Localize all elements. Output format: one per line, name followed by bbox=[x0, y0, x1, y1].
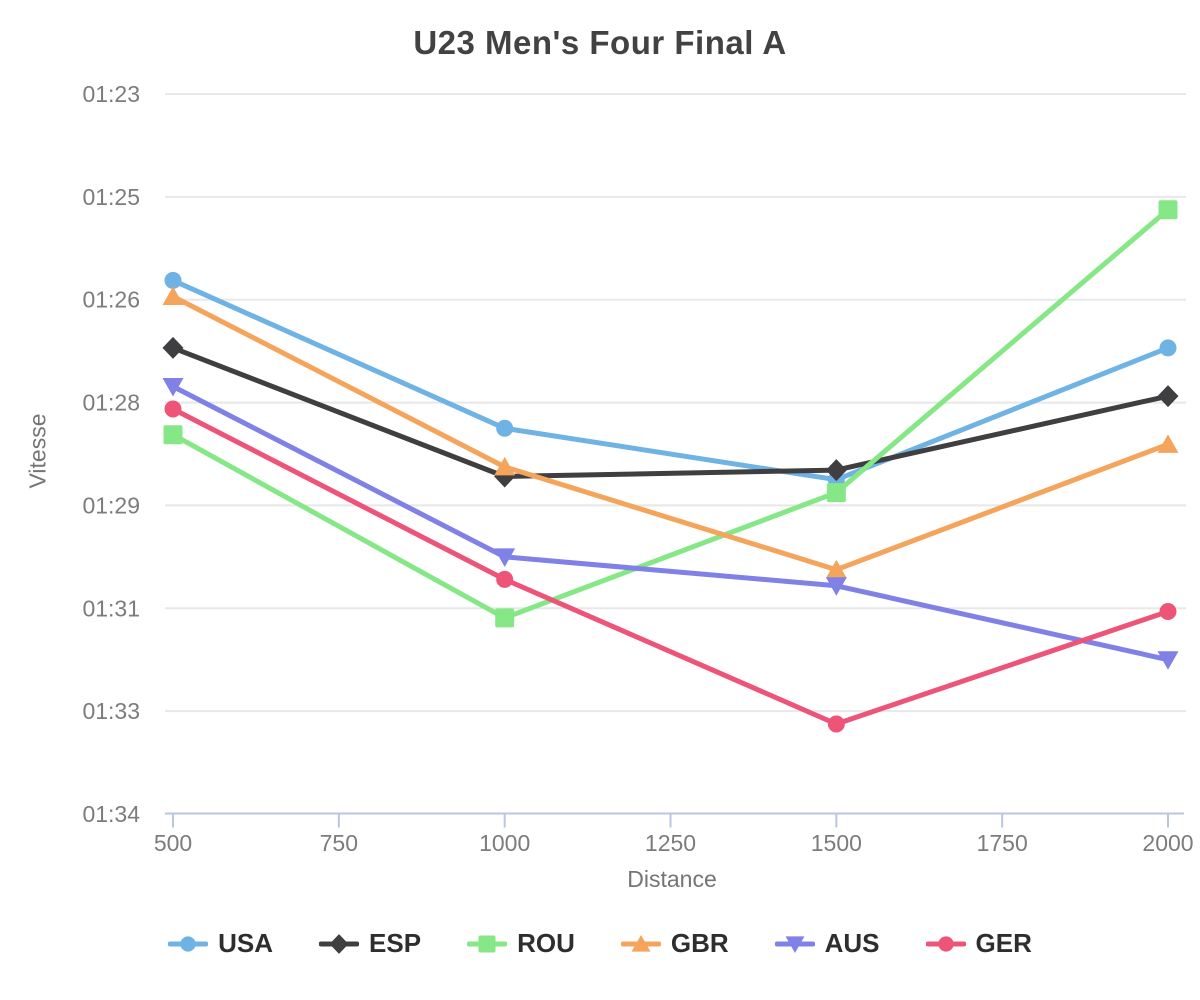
x-tick-label-1000: 1000 bbox=[479, 830, 530, 856]
legend-item-usa[interactable]: USA bbox=[168, 928, 273, 959]
aus-triangle-down-icon bbox=[774, 935, 815, 953]
marker-usa-1000[interactable] bbox=[496, 419, 514, 437]
legend-marker-esp[interactable] bbox=[329, 933, 349, 954]
legend-marker-aus[interactable] bbox=[785, 935, 805, 953]
marker-usa-500[interactable] bbox=[164, 271, 182, 289]
line-ger bbox=[170, 406, 1171, 727]
rou-square-icon bbox=[467, 934, 508, 953]
marker-gbr-2000[interactable] bbox=[1157, 434, 1179, 453]
marker-ger-1500[interactable] bbox=[827, 715, 845, 733]
legend-marker-ger[interactable] bbox=[937, 935, 954, 952]
marker-aus-1500[interactable] bbox=[825, 577, 847, 596]
y-tick-label-01:26: 01:26 bbox=[82, 287, 140, 313]
legend-item-aus[interactable]: AUS bbox=[774, 928, 880, 959]
marker-rou-1000[interactable] bbox=[495, 608, 515, 628]
legend-label-usa: USA bbox=[218, 928, 274, 958]
marker-gbr-1500[interactable] bbox=[825, 559, 847, 579]
legend-label-aus: AUS bbox=[824, 928, 880, 958]
marker-aus-1000[interactable] bbox=[494, 548, 516, 567]
legend-label-ger: GER bbox=[975, 928, 1032, 958]
legend-label-gbr: GBR bbox=[670, 928, 729, 958]
x-tick-label-1500: 1500 bbox=[811, 830, 862, 856]
legend-item-rou[interactable]: ROU bbox=[467, 928, 575, 959]
line-esp bbox=[170, 345, 1171, 479]
marker-rou-500[interactable] bbox=[163, 425, 183, 445]
marker-ger-500[interactable] bbox=[164, 400, 182, 418]
x-tick-label-750: 750 bbox=[320, 830, 358, 856]
marker-esp-2000[interactable] bbox=[1157, 385, 1179, 408]
line-gbr bbox=[170, 294, 1171, 573]
marker-aus-500[interactable] bbox=[162, 378, 184, 397]
y-tick-label-01:28: 01:28 bbox=[82, 390, 140, 416]
chart-title: U23 Men's Four Final A bbox=[413, 24, 787, 61]
y-tick-label-01:34: 01:34 bbox=[82, 801, 140, 827]
y-tick-label-01:33: 01:33 bbox=[82, 698, 140, 724]
marker-rou-2000[interactable] bbox=[1158, 200, 1178, 220]
legend-marker-rou[interactable] bbox=[478, 934, 496, 953]
legend-item-gbr[interactable]: GBR bbox=[620, 928, 729, 959]
x-tick-label-500: 500 bbox=[154, 830, 192, 856]
marker-ger-2000[interactable] bbox=[1159, 603, 1177, 620]
legend-item-ger[interactable]: GER bbox=[925, 928, 1032, 959]
x-tick-label-2000: 2000 bbox=[1142, 830, 1193, 856]
usa-circle-icon bbox=[168, 935, 209, 952]
y-tick-label-01:25: 01:25 bbox=[82, 184, 140, 210]
legend: USA ESP ROU GBR AUS GER bbox=[0, 928, 1200, 959]
gbr-triangle-up-icon bbox=[620, 934, 661, 952]
marker-gbr-500[interactable] bbox=[162, 286, 184, 306]
marker-gbr-1000[interactable] bbox=[494, 456, 516, 476]
esp-diamond-icon bbox=[319, 933, 360, 954]
y-tick-label-01:23: 01:23 bbox=[82, 81, 140, 107]
marker-ger-1000[interactable] bbox=[496, 570, 514, 588]
marker-esp-500[interactable] bbox=[162, 336, 184, 359]
y-axis-title: Vitesse bbox=[24, 413, 51, 489]
marker-rou-1500[interactable] bbox=[826, 483, 846, 503]
x-axis-title: Distance bbox=[627, 866, 717, 892]
legend-item-esp[interactable]: ESP bbox=[319, 928, 421, 959]
marker-esp-1500[interactable] bbox=[825, 459, 847, 482]
legend-marker-gbr[interactable] bbox=[631, 934, 651, 952]
legend-marker-usa[interactable] bbox=[180, 935, 196, 952]
y-tick-label-01:31: 01:31 bbox=[82, 595, 140, 621]
marker-aus-2000[interactable] bbox=[1157, 651, 1179, 670]
line-rou bbox=[170, 207, 1171, 621]
legend-label-rou: ROU bbox=[517, 928, 575, 958]
marker-usa-2000[interactable] bbox=[1159, 339, 1177, 357]
y-tick-label-01:29: 01:29 bbox=[82, 492, 140, 518]
line-usa bbox=[170, 277, 1171, 483]
x-tick-label-1750: 1750 bbox=[977, 830, 1028, 856]
ger-circle-icon bbox=[925, 935, 966, 952]
line-aus bbox=[170, 384, 1171, 663]
x-tick-label-1250: 1250 bbox=[645, 830, 696, 856]
legend-label-esp: ESP bbox=[369, 928, 422, 958]
